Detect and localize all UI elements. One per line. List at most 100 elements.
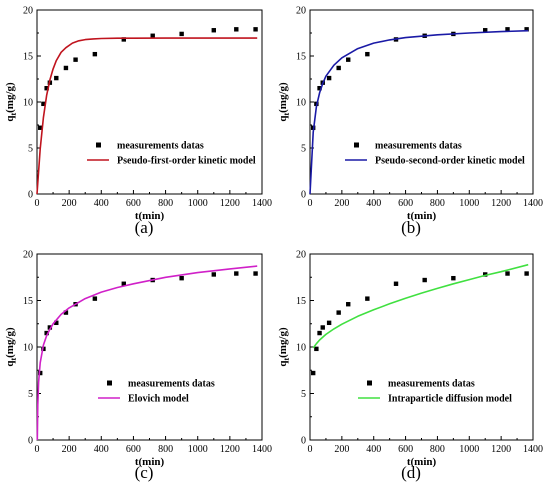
x-tick-label: 800 xyxy=(430,198,445,209)
y-axis-label-unit: (mg/g) xyxy=(4,82,16,113)
data-point xyxy=(234,271,239,276)
x-tick-label: 400 xyxy=(94,444,109,455)
legend-label: Intraparticle diffusion model xyxy=(388,394,512,405)
legend-label: measurements datas xyxy=(375,141,462,152)
y-tick-label: 0 xyxy=(28,190,33,201)
x-tick-label: 200 xyxy=(62,198,77,209)
chart-panel: 0 200 400 600 800 1000 1200 1400 0 5 10 15 20 t(min) q… xyxy=(4,250,272,483)
x-axis-label: t(min) xyxy=(135,210,165,222)
data-point xyxy=(92,296,98,301)
x-tick-label: 1400 xyxy=(252,444,272,455)
x-tick-label: 1200 xyxy=(220,444,240,455)
legend-label: Elovich model xyxy=(128,394,189,405)
x-tick-label: 1200 xyxy=(220,198,240,209)
data-point xyxy=(179,275,184,281)
x-tick-label: 1000 xyxy=(188,444,208,455)
y-tick-label: 5 xyxy=(28,144,33,155)
y-axis-label-unit: (mg/g) xyxy=(277,327,289,358)
legend-label: Pseudo-second-order kinetic model xyxy=(375,156,525,167)
data-point xyxy=(44,330,49,336)
data-point xyxy=(121,37,126,42)
data-point xyxy=(483,272,488,277)
x-tick-label: 1000 xyxy=(459,198,479,209)
x-tick-label: 600 xyxy=(398,198,413,209)
panel-label: (a) xyxy=(135,218,154,237)
y-tick-label: 20 xyxy=(23,250,33,261)
x-tick-label: 0 xyxy=(35,198,40,209)
data-point xyxy=(54,320,59,326)
data-point xyxy=(44,86,49,91)
x-tick-label: 800 xyxy=(430,444,445,455)
data-point xyxy=(320,325,325,330)
y-tick-label: 10 xyxy=(296,98,306,109)
data-point xyxy=(346,302,351,307)
plot-frame xyxy=(309,253,534,441)
x-tick-label: 400 xyxy=(366,444,381,455)
x-tick-label: 800 xyxy=(158,444,173,455)
legend-point-swatch xyxy=(354,142,359,148)
data-point xyxy=(336,310,341,315)
y-axis-label-symbol: q xyxy=(277,115,289,122)
y-tick-label: 5 xyxy=(301,144,306,155)
panel-label: (b) xyxy=(401,218,421,237)
y-axis-label-subscript: t xyxy=(9,358,18,361)
y-tick-label: 0 xyxy=(28,436,33,447)
x-axis-label: t(min) xyxy=(135,456,165,468)
data-point xyxy=(310,370,316,376)
data-point xyxy=(41,101,46,107)
x-tick-label: 1400 xyxy=(523,198,543,209)
data-point xyxy=(63,310,69,315)
data-point xyxy=(346,57,351,62)
data-point xyxy=(317,86,322,91)
data-point xyxy=(314,346,319,352)
data-point xyxy=(253,271,258,276)
data-point xyxy=(92,51,98,57)
data-point xyxy=(451,275,456,281)
series-line xyxy=(309,29,529,195)
legend-label: Pseudo-first-order kinetic model xyxy=(117,156,256,167)
x-tick-label: 800 xyxy=(158,198,173,209)
data-point xyxy=(234,27,239,32)
data-point xyxy=(211,28,216,33)
x-tick-label: 400 xyxy=(94,198,109,209)
y-tick-label: 5 xyxy=(28,389,33,400)
data-point xyxy=(326,75,332,81)
x-tick-label: 200 xyxy=(334,444,349,455)
data-point xyxy=(365,296,370,301)
data-point xyxy=(150,33,155,38)
legend-label: measurements datas xyxy=(388,379,475,390)
y-tick-label: 0 xyxy=(301,190,306,201)
x-tick-label: 1000 xyxy=(459,444,479,455)
x-tick-label: 600 xyxy=(398,444,413,455)
data-point xyxy=(63,65,69,71)
data-point xyxy=(365,51,370,57)
data-point xyxy=(317,330,322,336)
x-tick-label: 200 xyxy=(334,198,349,209)
x-tick-label: 1400 xyxy=(252,198,272,209)
y-tick-label: 20 xyxy=(23,6,33,17)
x-tick-label: 1200 xyxy=(491,198,511,209)
y-tick-label: 10 xyxy=(296,343,306,354)
chart-panel: 0 200 400 600 800 1000 1200 1400 0 5 10 15 20 t(min) q… xyxy=(4,6,272,238)
data-point xyxy=(253,27,258,32)
x-tick-label: 600 xyxy=(126,444,141,455)
y-tick-label: 15 xyxy=(23,296,33,307)
y-axis-label-symbol: q xyxy=(4,360,16,367)
y-tick-label: 20 xyxy=(296,6,306,17)
y-axis-label-symbol: q xyxy=(4,115,16,122)
x-tick-label: 1400 xyxy=(523,444,543,455)
y-tick-label: 20 xyxy=(296,250,306,261)
x-tick-label: 0 xyxy=(35,444,40,455)
x-axis-label: t(min) xyxy=(407,210,437,222)
data-point xyxy=(38,370,43,376)
data-point xyxy=(505,271,510,276)
y-axis-label: qt(mg/g) xyxy=(4,327,18,367)
x-tick-label: 0 xyxy=(308,444,313,455)
data-point xyxy=(505,27,510,32)
y-axis-label-symbol: q xyxy=(277,360,289,367)
y-tick-label: 5 xyxy=(301,389,306,400)
y-tick-label: 10 xyxy=(23,343,33,354)
y-axis-label-subscript: t xyxy=(282,358,291,361)
data-point xyxy=(179,31,184,37)
panel-label: (c) xyxy=(135,463,154,482)
